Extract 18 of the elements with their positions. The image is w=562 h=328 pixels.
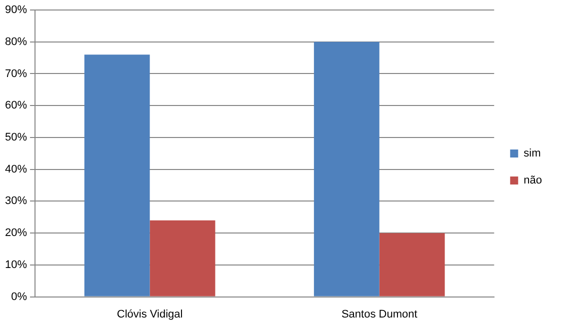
legend-label: sim — [524, 148, 541, 160]
legend-label: não — [524, 174, 542, 187]
y-tick-label: 80% — [4, 36, 28, 48]
x-tick-label: Clóvis Vidigal — [116, 308, 183, 320]
bar — [84, 54, 150, 296]
x-tick-label: Santos Dumont — [341, 308, 418, 320]
y-tick-label: 0% — [11, 290, 28, 303]
y-tick-label: 30% — [4, 195, 28, 208]
bar — [314, 42, 380, 296]
bar — [150, 220, 216, 296]
y-tick-label: 60% — [4, 100, 28, 112]
y-tick-label: 90% — [4, 4, 28, 16]
y-tick-label: 20% — [4, 227, 28, 240]
y-tick-label: 50% — [4, 132, 28, 144]
y-tick-label: 70% — [4, 68, 28, 80]
y-tick-label: 40% — [4, 163, 28, 176]
bar — [379, 233, 445, 296]
y-tick-label: 10% — [4, 258, 28, 271]
